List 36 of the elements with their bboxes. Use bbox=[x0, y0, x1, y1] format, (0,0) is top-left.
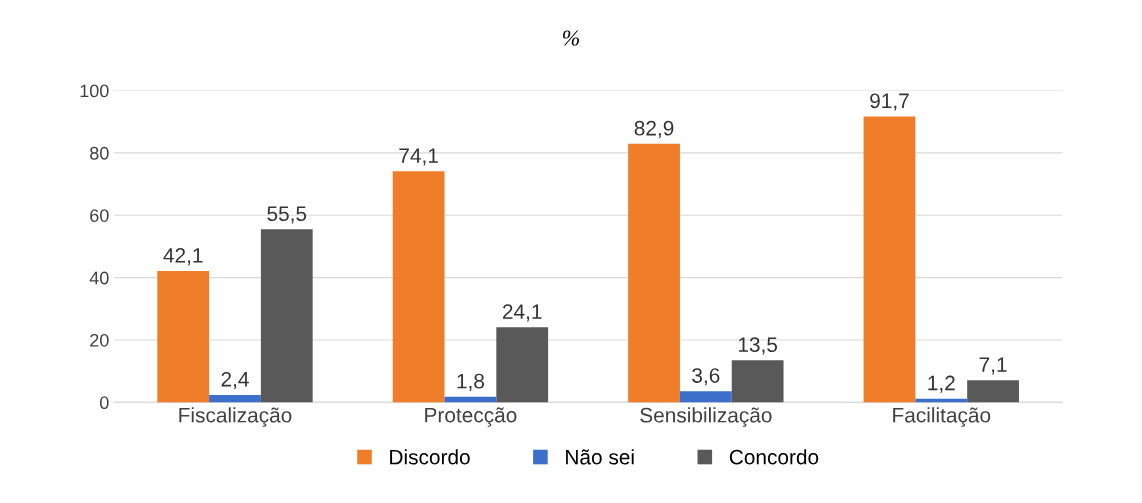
data-label: 1,2 bbox=[928, 375, 955, 393]
data-label: 91,7 bbox=[870, 93, 909, 111]
bar bbox=[260, 229, 313, 403]
bar bbox=[679, 391, 732, 403]
legend-label: Não sei bbox=[566, 449, 634, 465]
data-label: 55,5 bbox=[267, 206, 307, 224]
bar bbox=[209, 394, 261, 403]
legend-label: Discordo bbox=[390, 449, 470, 465]
data-label: 3,6 bbox=[692, 368, 720, 386]
data-label: 24,1 bbox=[502, 304, 542, 322]
bar bbox=[731, 360, 784, 403]
y-tick-label: 100 bbox=[80, 84, 109, 98]
y-tick-label: 80 bbox=[90, 146, 109, 160]
data-label: 7,1 bbox=[979, 357, 1007, 375]
bar bbox=[628, 143, 680, 403]
bar bbox=[496, 327, 549, 403]
y-tick-label: 40 bbox=[89, 271, 109, 285]
data-label: 82,9 bbox=[634, 120, 674, 139]
data-label: 74,1 bbox=[399, 148, 438, 166]
data-label: 2,4 bbox=[221, 371, 249, 390]
x-tick-label: Protecção bbox=[425, 407, 517, 427]
y-tick-label: 0 bbox=[100, 396, 109, 410]
bar bbox=[392, 171, 445, 403]
bar bbox=[863, 116, 916, 403]
chart-title: % bbox=[563, 30, 579, 46]
legend-label: Concordo bbox=[729, 449, 819, 465]
data-label: 1,8 bbox=[457, 373, 484, 391]
x-tick-label: Facilitação bbox=[893, 407, 991, 427]
bar bbox=[157, 271, 210, 403]
y-tick-label: 60 bbox=[90, 209, 109, 222]
bar bbox=[967, 380, 1019, 403]
data-label: 42,1 bbox=[163, 248, 203, 266]
x-tick-label: Sensibilização bbox=[640, 407, 772, 427]
x-tick-label: Fiscalização bbox=[179, 407, 292, 427]
y-tick-label: 20 bbox=[90, 333, 109, 347]
data-label: 13,5 bbox=[738, 337, 778, 355]
